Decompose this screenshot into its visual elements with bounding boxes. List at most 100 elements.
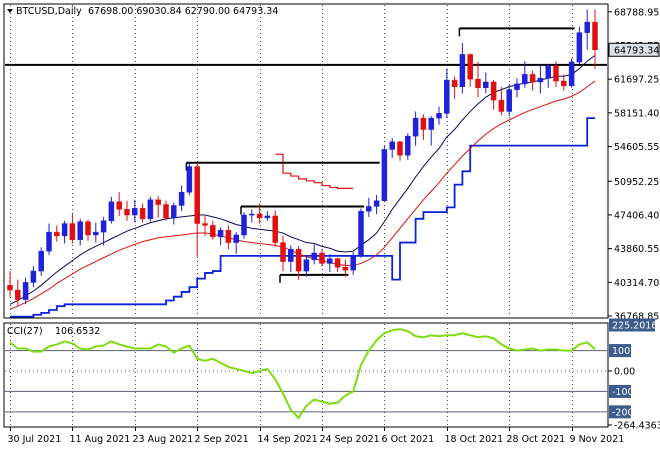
candle-body	[405, 135, 411, 156]
candle-body	[545, 65, 551, 79]
candle-body	[163, 204, 169, 219]
price-label: 40314.70	[614, 278, 659, 289]
price-label: 36768.85	[614, 312, 659, 323]
time-label: 2 Sep 2021	[195, 434, 249, 445]
candle-body	[490, 81, 497, 101]
time-label: 23 Aug 2021	[133, 434, 194, 445]
candle-body	[576, 32, 583, 63]
candle-body	[467, 54, 473, 80]
cci-level-box	[609, 318, 655, 332]
price-label: 58151.40	[614, 108, 659, 119]
cci-line	[9, 328, 596, 420]
candle-body	[459, 54, 466, 88]
candle-body	[303, 259, 310, 272]
time-label: 9 Nov 2021	[570, 434, 625, 445]
header-symbol: BTCUSD,Daily	[16, 6, 82, 17]
price-label: 54605.55	[614, 142, 659, 153]
candle-body	[22, 282, 29, 300]
candle-body	[475, 78, 481, 88]
candle-body	[529, 74, 536, 83]
header-ohlc: 67698.00 69030.84 62790.00 64793.34	[88, 6, 278, 17]
candle-body	[412, 117, 419, 137]
time-axis[interactable]: 30 Jul 2021 11 Aug 2021 23 Aug 2021 2 Sep 2…	[8, 427, 625, 445]
candle-body	[288, 248, 294, 262]
candle-body	[108, 201, 115, 221]
cci-label: 225.2016	[612, 321, 657, 332]
candle-body	[381, 149, 388, 202]
candle-body	[444, 79, 450, 114]
cci-level-lines	[5, 350, 607, 413]
vertical-grid	[10, 5, 573, 426]
candle-body	[334, 258, 341, 268]
candle-body	[61, 223, 68, 237]
candle-body	[264, 215, 271, 219]
moving-average-red	[9, 80, 596, 310]
candle-body	[155, 199, 161, 205]
candle-body	[116, 201, 122, 210]
candle-body	[584, 21, 590, 33]
candle-body	[217, 229, 224, 238]
time-label: 11 Aug 2021	[70, 434, 131, 445]
current-price-label: 64793.34	[608, 42, 660, 57]
cci-label: -264.4363	[614, 421, 660, 432]
candle-body	[522, 74, 528, 85]
candle-body	[30, 270, 37, 283]
cci-level-box	[609, 384, 631, 398]
candle-body	[272, 215, 278, 243]
cci-axis[interactable]: 225.2016 100 0.00 -100 -200 -264.4363	[608, 318, 660, 432]
candle-body	[389, 141, 395, 150]
candle-body	[483, 81, 489, 88]
candles	[7, 9, 598, 306]
candle-body	[147, 199, 154, 220]
candle-body	[350, 255, 356, 271]
candle-body	[366, 206, 372, 212]
candle-body	[225, 229, 232, 243]
candle-body	[85, 221, 91, 236]
cci-level-box	[609, 405, 631, 419]
cci-name: CCI(27)	[7, 326, 43, 337]
candle-body	[178, 191, 185, 206]
header-symbol-icon	[7, 9, 13, 13]
price-label: 50952.25	[614, 177, 659, 188]
candle-body	[553, 65, 559, 82]
candle-body	[327, 258, 333, 264]
price-label: 68788.95	[614, 7, 659, 18]
time-label: 18 Oct 2021	[445, 434, 504, 445]
candle-body	[46, 231, 52, 252]
time-label: 30 Jul 2021	[8, 434, 62, 445]
candle-body	[420, 117, 427, 130]
candle-body	[592, 21, 598, 51]
candle-body	[436, 113, 442, 119]
candle-body	[568, 61, 575, 87]
candle-body	[132, 208, 138, 216]
candle-body	[280, 242, 286, 262]
indicator-overlays	[9, 54, 596, 318]
candle-body	[295, 248, 302, 272]
time-label: 24 Sep 2021	[320, 434, 380, 445]
candle-body	[514, 83, 520, 90]
candle-body	[319, 252, 325, 264]
candle-body	[241, 214, 247, 236]
candle-body	[397, 141, 403, 156]
candle-body	[233, 234, 239, 243]
time-label: 28 Oct 2021	[507, 434, 566, 445]
candle-body	[54, 231, 60, 237]
candle-body	[124, 209, 130, 216]
candle-body	[77, 221, 83, 240]
cci-value: 106.6532	[55, 326, 100, 337]
candle-body	[186, 166, 193, 193]
cci-panel[interactable]	[3, 322, 609, 428]
candle-body	[342, 267, 349, 271]
horizontal-levels[interactable]	[5, 27, 607, 283]
candle-body	[506, 89, 512, 112]
candle-body	[498, 99, 505, 112]
candle-body	[171, 205, 177, 219]
cci-label: 100	[612, 346, 630, 357]
cci-label: -100	[612, 387, 634, 398]
candle-body	[93, 231, 99, 236]
time-label: 14 Sep 2021	[258, 434, 318, 445]
price-label: 61697.25	[614, 75, 659, 86]
price-label: 47406.40	[614, 210, 659, 221]
candle-body	[373, 200, 380, 207]
